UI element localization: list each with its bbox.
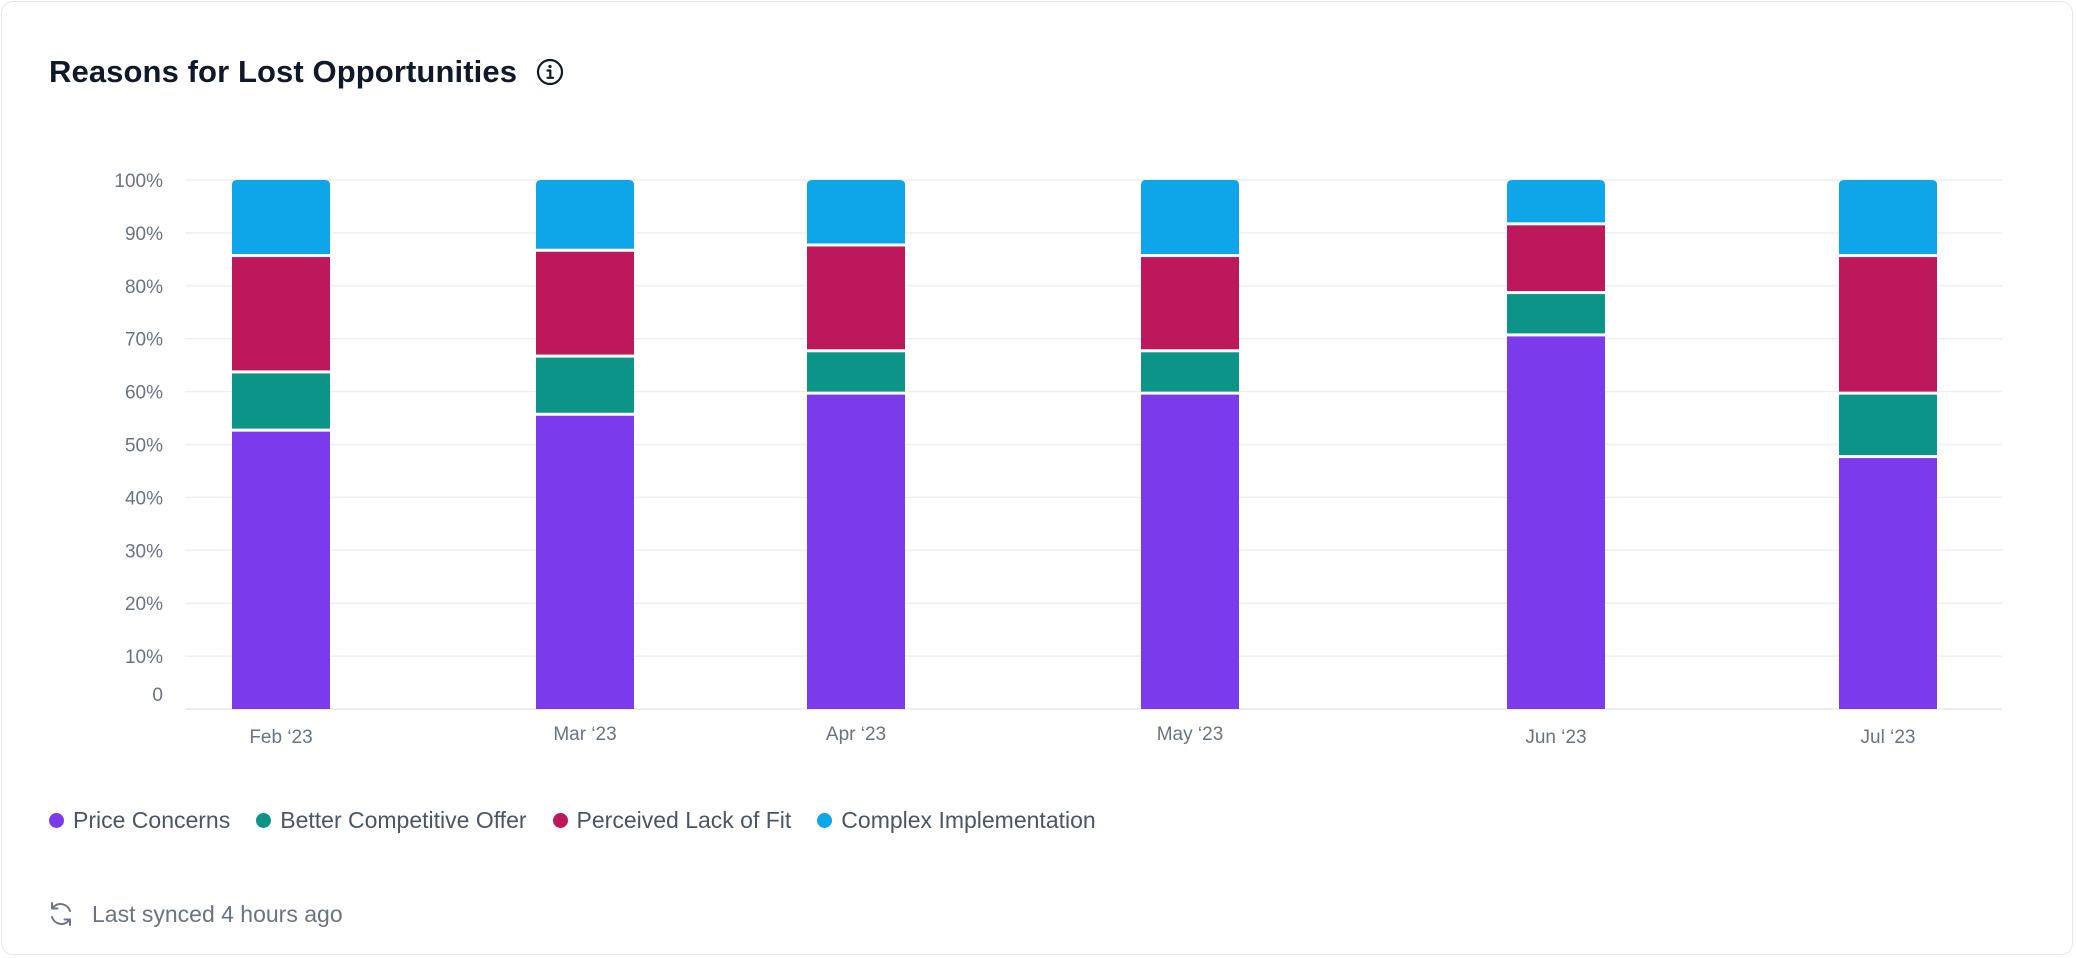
legend-label: Price Concerns (73, 807, 231, 833)
y-tick-label: 30% (125, 541, 163, 562)
legend-swatch (49, 813, 64, 828)
legend-label: Complex Implementation (841, 807, 1096, 833)
y-tick-label: 10% (125, 647, 163, 668)
bars (232, 180, 1937, 709)
refresh-icon[interactable] (46, 899, 76, 929)
bar-segment[interactable] (807, 394, 905, 709)
bar-stack (1507, 180, 1605, 709)
y-tick-label: 0 (152, 685, 163, 706)
y-tick-label: 40% (125, 488, 163, 509)
title-row: Reasons for Lost Opportunities (49, 52, 565, 92)
bar-segment[interactable] (807, 352, 905, 392)
bar-segment[interactable] (232, 180, 330, 255)
bar-segment[interactable] (232, 431, 330, 709)
x-tick-label: Mar ‘23 (553, 724, 616, 745)
legend-item[interactable]: Better Competitive Offer (256, 807, 527, 834)
bar-stack (536, 180, 634, 709)
bar-stack (1839, 180, 1937, 709)
bar-segment[interactable] (536, 357, 634, 413)
bar-segment[interactable] (232, 373, 330, 429)
bar-segment[interactable] (1141, 257, 1239, 350)
grid-lines (185, 179, 2002, 710)
x-tick-label: Feb ‘23 (249, 727, 312, 748)
bar-stack (1141, 180, 1239, 709)
y-tick-label: 90% (125, 224, 163, 245)
legend-item[interactable]: Complex Implementation (817, 807, 1096, 834)
info-circle-icon[interactable] (535, 57, 565, 87)
y-tick-label: 20% (125, 594, 163, 615)
chart-title: Reasons for Lost Opportunities (49, 54, 518, 89)
legend-swatch (552, 813, 568, 828)
y-tick-label: 50% (125, 436, 163, 457)
bar-segment[interactable] (1839, 257, 1937, 392)
legend-swatch (817, 813, 833, 828)
chart-legend: Price Concerns Better Competitive Offer Pe… (49, 807, 1096, 834)
bar-segment[interactable] (807, 180, 905, 244)
bar-stack (807, 180, 905, 709)
bar-segment[interactable] (1507, 180, 1605, 223)
x-axis-tick-labels: Feb ‘23 Mar ‘23 Apr ‘23 May ‘23 Jun ‘23 Jul ‘… (249, 724, 1915, 748)
y-axis-tick-labels: 0 10% 20% 30% 40% 50% 60% 70% 80% 90% 100% (114, 171, 163, 706)
legend-label: Perceived Lack of Fit (576, 807, 792, 833)
bar-segment[interactable] (1839, 180, 1937, 255)
legend-swatch (256, 813, 272, 828)
x-tick-label: Jul ‘23 (1861, 727, 1916, 748)
y-tick-label: 100% (114, 171, 163, 192)
bar-segment[interactable] (1839, 394, 1937, 456)
bar-segment[interactable] (536, 415, 634, 709)
sync-status: Last synced 4 hours ago (46, 899, 343, 929)
legend-item[interactable]: Perceived Lack of Fit (552, 807, 792, 834)
bar-segment[interactable] (1141, 394, 1239, 709)
bar-segment[interactable] (807, 246, 905, 350)
y-tick-label: 60% (125, 383, 163, 404)
x-tick-label: May ‘23 (1157, 724, 1224, 745)
bar-segment[interactable] (1141, 180, 1239, 255)
bar-segment[interactable] (536, 251, 634, 355)
sync-status-text: Last synced 4 hours ago (92, 900, 343, 927)
legend-label: Better Competitive Offer (280, 807, 527, 833)
bar-segment[interactable] (1507, 225, 1605, 292)
bar-segment[interactable] (1141, 352, 1239, 392)
x-tick-label: Apr ‘23 (826, 724, 886, 745)
x-tick-label: Jun ‘23 (1525, 727, 1586, 748)
legend-item[interactable]: Price Concerns (49, 807, 230, 834)
bar-segment[interactable] (232, 257, 330, 371)
bar-segment[interactable] (536, 180, 634, 249)
bar-segment[interactable] (1839, 458, 1937, 709)
y-tick-label: 80% (125, 277, 163, 298)
bar-stack (232, 180, 330, 709)
y-tick-label: 70% (125, 330, 163, 351)
bar-segment[interactable] (1507, 294, 1605, 334)
bar-segment[interactable] (1507, 336, 1605, 709)
